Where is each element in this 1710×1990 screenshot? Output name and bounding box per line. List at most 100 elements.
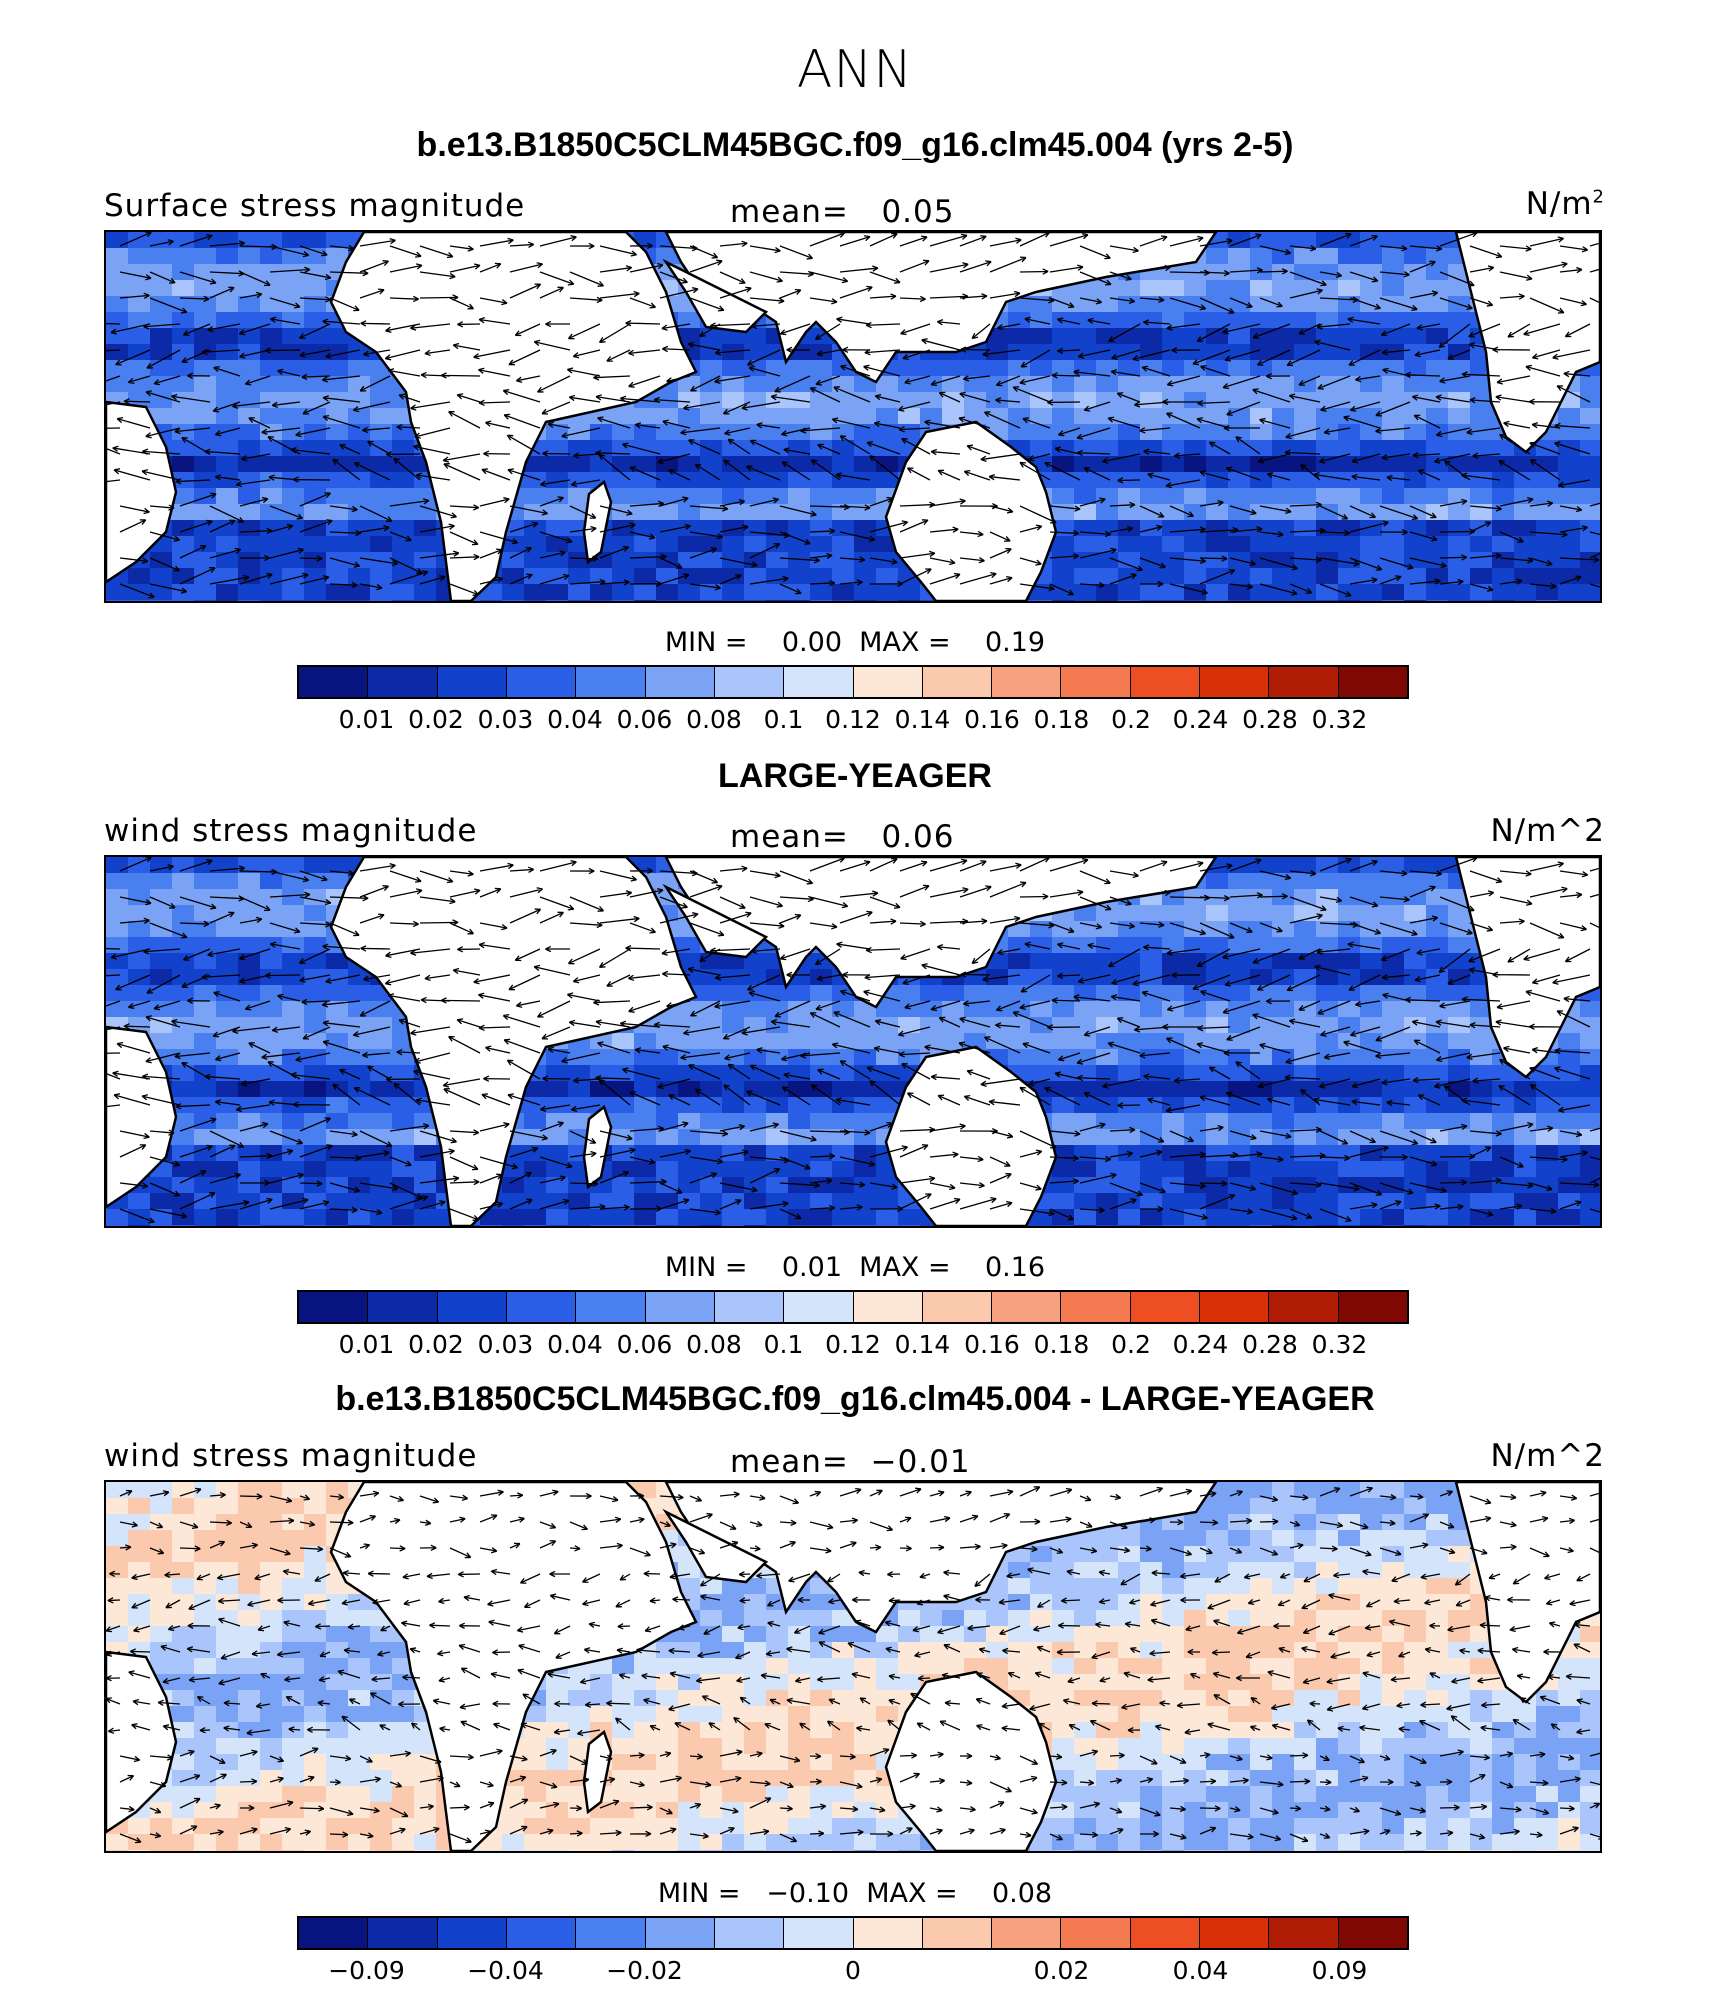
panel3-unit: N/m^2	[1490, 1438, 1605, 1474]
colorbar-swatch	[922, 1292, 993, 1322]
colorbar-tick-label: 0.03	[477, 705, 534, 734]
colorbar-swatch	[992, 667, 1062, 697]
colorbar-swatch	[922, 667, 993, 697]
land-mass	[1454, 1482, 1600, 1704]
panel3-variable: wind stress magnitude	[104, 1438, 478, 1474]
colorbar-swatch	[1061, 1292, 1131, 1322]
panel1-map	[104, 230, 1602, 603]
colorbar-swatch	[784, 1292, 854, 1322]
panel2-colorbar	[297, 1290, 1409, 1324]
colorbar-tick-label: 0.06	[616, 1330, 673, 1359]
colorbar-swatch	[576, 1918, 646, 1948]
panel2-variable: wind stress magnitude	[104, 813, 478, 849]
colorbar-tick-label: 0.04	[547, 705, 603, 734]
colorbar-tick-label: 0.1	[763, 705, 804, 734]
colorbar-tick-label: 0.2	[1111, 1330, 1151, 1359]
land-mass	[884, 1045, 1058, 1226]
panel3-map-svg	[106, 1482, 1600, 1851]
colorbar-swatch	[576, 667, 646, 697]
wind-vectors	[106, 1486, 1600, 1844]
colorbar-swatch	[437, 667, 507, 697]
colorbar-tick-label: 0.24	[1172, 705, 1229, 734]
colorbar-tick-label: 0.02	[408, 1330, 464, 1359]
panel2-title: LARGE-YEAGER	[718, 757, 992, 795]
panel3-mean: mean= −0.01	[730, 1444, 971, 1480]
colorbar-swatch	[784, 1918, 854, 1948]
colorbar-tick-label: 0.32	[1311, 705, 1368, 734]
colorbar-swatch	[368, 667, 438, 697]
colorbar-swatch	[368, 1292, 438, 1322]
colorbar-swatch	[506, 1292, 577, 1322]
colorbar-swatch	[1061, 1918, 1131, 1948]
colorbar-swatch	[714, 667, 785, 697]
colorbar-tick-label: 0.06	[616, 705, 673, 734]
panel2-map-svg	[106, 857, 1600, 1226]
land-mass	[329, 1482, 698, 1851]
panel1-mean: mean= 0.05	[730, 194, 955, 230]
panel2-map	[104, 855, 1602, 1228]
colorbar-swatch	[645, 1918, 715, 1948]
colorbar-tick-label: 0.18	[1033, 1330, 1090, 1359]
colorbar-tick-label: 0.32	[1311, 1330, 1368, 1359]
panel1-minmax: MIN = 0.00 MAX = 0.19	[664, 627, 1046, 658]
panel3-colorbar-labels: −0.09 −0.04 −0.02 0 0.02 0.04 0.09	[297, 1956, 1409, 1990]
colorbar-tick-label: −0.09	[328, 1956, 405, 1985]
colorbar-tick-label: 0.08	[686, 705, 742, 734]
colorbar-tick-label: 0.01	[338, 1330, 395, 1359]
colorbar-tick-label: −0.02	[606, 1956, 683, 1985]
land-mass	[1454, 857, 1600, 1079]
land-mass	[106, 1025, 178, 1209]
colorbar-tick-label: 0.04	[1172, 1956, 1229, 1985]
field-cells	[106, 857, 1600, 1226]
colorbar-tick-label: 0.1	[763, 1330, 804, 1359]
colorbar-tick-label: 0.04	[547, 1330, 603, 1359]
colorbar-tick-label: 0.09	[1311, 1956, 1368, 1985]
land-mass	[884, 420, 1058, 601]
panel3-map	[104, 1480, 1602, 1853]
colorbar-tick-label: 0	[845, 1956, 861, 1985]
colorbar-tick-label: 0.08	[686, 1330, 742, 1359]
colorbar-swatch	[1269, 667, 1339, 697]
colorbar-tick-label: 0.18	[1033, 705, 1090, 734]
panel3-colorbar	[297, 1916, 1409, 1950]
colorbar-swatch	[368, 1918, 438, 1948]
colorbar-swatch	[1200, 667, 1270, 697]
colorbar-tick-label: 0.14	[894, 1330, 951, 1359]
colorbar-swatch	[714, 1292, 785, 1322]
colorbar-swatch	[784, 667, 854, 697]
panel3-title: b.e13.B1850C5CLM45BGC.f09_g16.clm45.004 …	[335, 1380, 1375, 1418]
panel1-variable: Surface stress magnitude	[104, 188, 526, 224]
colorbar-swatch	[576, 1292, 646, 1322]
colorbar-swatch	[714, 1918, 785, 1948]
colorbar-swatch	[645, 667, 715, 697]
colorbar-swatch	[1130, 1918, 1201, 1948]
panel2-colorbar-labels: 0.01 0.02 0.03 0.04 0.06 0.08 0.1 0.12 0.14 0.16 0…	[297, 1330, 1409, 1364]
panel2-mean: mean= 0.06	[730, 819, 955, 855]
colorbar-swatch	[1061, 667, 1131, 697]
colorbar-swatch	[1200, 1918, 1270, 1948]
colorbar-tick-label: 0.02	[1033, 1956, 1090, 1985]
colorbar-swatch	[992, 1918, 1062, 1948]
land-mass	[329, 857, 698, 1226]
panel2-unit: N/m^2	[1490, 813, 1605, 849]
colorbar-tick-label: 0.12	[825, 705, 881, 734]
colorbar-tick-label: 0.2	[1111, 705, 1151, 734]
colorbar-swatch	[1130, 1292, 1201, 1322]
colorbar-swatch	[992, 1292, 1062, 1322]
land-mass	[106, 1650, 178, 1834]
colorbar-tick-label: 0.28	[1242, 705, 1298, 734]
colorbar-tick-label: 0.28	[1242, 1330, 1298, 1359]
colorbar-swatch	[1338, 667, 1407, 697]
panel2-minmax: MIN = 0.01 MAX = 0.16	[664, 1252, 1046, 1283]
colorbar-swatch	[853, 1292, 923, 1322]
land-mass	[329, 232, 698, 601]
colorbar-swatch	[853, 667, 923, 697]
wind-vectors	[106, 857, 1600, 1224]
panel1-map-svg	[106, 232, 1600, 601]
panel1-colorbar	[297, 665, 1409, 699]
season-title: ANN	[796, 40, 914, 100]
colorbar-tick-label: 0.02	[408, 705, 464, 734]
land-mass	[582, 479, 613, 565]
colorbar-swatch	[853, 1918, 923, 1948]
colorbar-tick-label: 0.14	[894, 705, 951, 734]
